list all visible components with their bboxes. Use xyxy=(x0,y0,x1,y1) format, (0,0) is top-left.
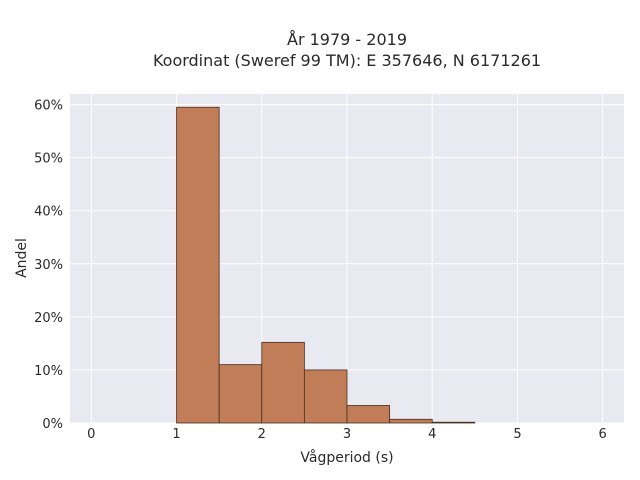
y-tick-label: 60% xyxy=(34,99,63,114)
x-axis-label: Vågperiod (s) xyxy=(300,449,393,466)
x-tick-label: 0 xyxy=(87,427,95,442)
histogram-bar-1 xyxy=(176,106,220,424)
histogram-bar-5 xyxy=(346,405,391,424)
y-axis-ticks: 0% 10% 20% 30% 40% 50% 60% xyxy=(34,99,63,432)
bars xyxy=(176,106,476,424)
y-tick-label: 20% xyxy=(34,311,63,326)
chart-title-line-1: År 1979 - 2019 xyxy=(287,30,407,49)
histogram-bar-7 xyxy=(431,421,476,424)
grid-lines xyxy=(70,94,624,424)
x-tick-label: 4 xyxy=(428,427,436,442)
x-tick-label: 1 xyxy=(172,427,180,442)
x-tick-label: 3 xyxy=(343,427,351,442)
y-tick-label: 30% xyxy=(34,258,63,273)
histogram-bar-3 xyxy=(261,341,305,424)
x-tick-label: 2 xyxy=(258,427,266,442)
histogram-bar-6 xyxy=(389,418,433,424)
chart-title-line-2: Koordinat (Sweref 99 TM): E 357646, N 61… xyxy=(153,51,541,70)
histogram-bar-2 xyxy=(218,364,263,424)
x-tick-label: 5 xyxy=(513,427,521,442)
histogram-bar-4 xyxy=(303,369,348,424)
y-tick-label: 40% xyxy=(34,205,63,220)
x-tick-label: 6 xyxy=(599,427,607,442)
y-tick-label: 50% xyxy=(34,152,63,167)
y-tick-label: 0% xyxy=(42,417,63,432)
y-tick-label: 10% xyxy=(34,364,63,379)
x-axis-ticks: 0 1 2 3 4 5 6 xyxy=(87,427,607,442)
y-axis-label: Andel xyxy=(14,238,30,278)
